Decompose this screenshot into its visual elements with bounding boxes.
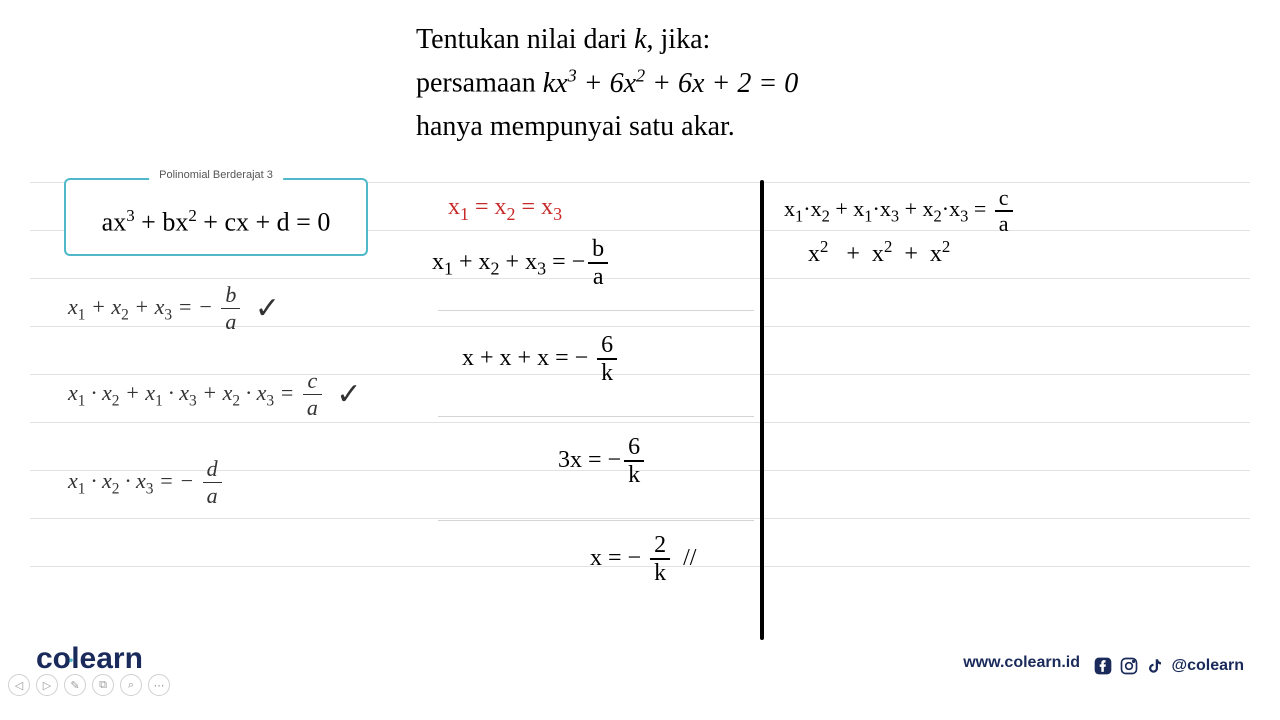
hw-pair-sum: x1·x2 + x1·x3 + x2·x3 = ca	[784, 186, 1016, 236]
hw-sum: x1 + x2 + x3 = −ba	[432, 236, 611, 291]
rule-line	[438, 310, 754, 311]
formula-box: Polinomial Berderajat 3 ax3 + bx2 + cx +…	[64, 178, 368, 256]
cubic-general-form: ax3 + bx2 + cx + d = 0	[66, 206, 366, 238]
problem-line3: hanya mempunyai satu akar.	[416, 105, 798, 148]
formula-box-label: Polinomial Berderajat 3	[149, 169, 283, 181]
social-handle[interactable]: @colearn	[1171, 657, 1244, 675]
hw-x-eq: x = − 2k //	[590, 532, 696, 587]
vieta-sum: x1 + x2 + x3 = − ba ✓	[68, 282, 280, 335]
problem-var-k: k	[634, 24, 646, 55]
hw-equal-roots: x1 = x2 = x3	[448, 194, 562, 225]
problem-line2-prefix: persamaan	[416, 68, 543, 99]
check-icon: ✓	[336, 377, 361, 412]
check-icon: ✓	[255, 291, 280, 326]
footer: co•learn ◁ ▷ ✎ ⧉ ⌕ ⋯ www.colearn.id @col…	[0, 650, 1280, 700]
next-button[interactable]: ▷	[36, 674, 58, 696]
zoom-button[interactable]: ⌕	[120, 674, 142, 696]
vertical-divider	[760, 180, 764, 640]
website-url[interactable]: www.colearn.id	[963, 654, 1080, 672]
brand-logo: co•learn	[36, 642, 143, 676]
problem-statement: Tentukan nilai dari k, jika: persamaan k…	[416, 18, 798, 149]
vieta-pair: x1 · x2 + x1 · x3 + x2 · x3 = ca ✓	[68, 368, 362, 421]
rule-line	[438, 520, 754, 521]
more-button[interactable]: ⋯	[148, 674, 170, 696]
copy-button[interactable]: ⧉	[92, 674, 114, 696]
instagram-icon[interactable]	[1119, 656, 1139, 676]
problem-equation: kx3 + 6x2 + 6x + 2 = 0	[543, 68, 799, 99]
toolbar: ◁ ▷ ✎ ⧉ ⌕ ⋯	[8, 674, 170, 696]
hw-3x: 3x = −6k	[558, 434, 647, 489]
problem-line1-prefix: Tentukan nilai dari	[416, 24, 634, 55]
hw-x2-sum: x2 + x2 + x2	[808, 238, 950, 267]
social-links: @colearn	[1093, 656, 1244, 676]
pen-button[interactable]: ✎	[64, 674, 86, 696]
prev-button[interactable]: ◁	[8, 674, 30, 696]
hw-xxx: x + x + x = − 6k	[462, 332, 620, 387]
rule-line	[438, 416, 754, 417]
tiktok-icon[interactable]	[1145, 656, 1165, 676]
problem-line1-suffix: , jika:	[647, 24, 711, 55]
vieta-product: x1 · x2 · x3 = − da	[68, 456, 225, 509]
facebook-icon[interactable]	[1093, 656, 1113, 676]
